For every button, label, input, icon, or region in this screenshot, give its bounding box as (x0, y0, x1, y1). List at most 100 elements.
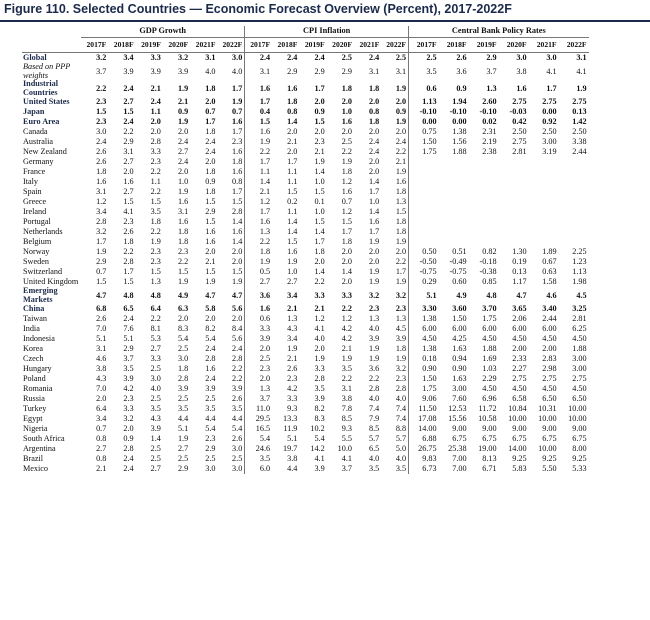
cell-cpi: 1.4 (287, 217, 298, 226)
cell-cbr: 4.1 (576, 66, 587, 76)
cell-cbr (439, 197, 469, 207)
cell-gdp: 3.2 (96, 227, 107, 236)
cell-gdp: 2.7 (150, 464, 161, 473)
cell-cpi: 4.1 (341, 454, 352, 463)
cell-cbr: 1.6 (516, 83, 527, 93)
cell-cpi: 2.0 (369, 97, 380, 106)
cell-cbr (499, 187, 529, 197)
cell-cbr: 0.13 (572, 107, 587, 116)
cell-cbr: 1.94 (452, 97, 467, 106)
cell-cbr: 0.90 (452, 364, 467, 373)
cell-gdp: 1.8 (150, 217, 161, 226)
table-row: Mexico 2.1 2.4 2.7 2.9 3.0 3.0 6.0 4.4 3.9 3.7 3.5 3… (22, 464, 589, 474)
cell-cpi: 1.0 (287, 267, 298, 276)
cell-cbr: 0.00 (452, 117, 467, 126)
cell-cbr: 1.75 (482, 314, 497, 323)
year-header-cpi: 2018F (272, 37, 300, 53)
cell-gdp: 7.0 (96, 384, 107, 393)
cell-cpi: 1.9 (287, 344, 298, 353)
table-row: Norway 1.9 2.2 2.3 2.3 2.0 2.0 1.8 1.6 1.8 2.0 2.0 2… (22, 247, 589, 257)
table-row: Belgium 1.7 1.8 1.9 1.8 1.6 1.4 2.2 1.5 1.7 1.8 1.9… (22, 237, 589, 247)
cell-gdp: 2.5 (177, 344, 189, 353)
group-header-cpi: CPI Inflation (244, 26, 410, 38)
title-rule (0, 20, 650, 22)
row-label: Global (23, 53, 47, 62)
cell-cbr: 4.50 (572, 384, 587, 393)
cell-cbr: 1.13 (572, 267, 587, 276)
cell-gdp: 4.8 (150, 290, 161, 300)
cell-cpi: 4.0 (381, 454, 410, 464)
cell-cpi: 2.9 (314, 66, 325, 76)
cell-gdp: 4.1 (123, 207, 134, 216)
cell-cpi: 2.3 (314, 137, 325, 146)
cell-gdp: 4.4 (217, 414, 246, 424)
cell-gdp: 2.5 (205, 394, 216, 403)
cell-cbr: 6.25 (572, 324, 587, 333)
cell-cbr (409, 167, 439, 177)
cell-gdp: 2.0 (150, 127, 161, 136)
cell-cbr: 6.58 (512, 394, 527, 403)
cell-cpi: 1.8 (381, 344, 410, 354)
year-header-gdp: 2020F (162, 37, 191, 53)
cell-cbr: 4.50 (542, 334, 557, 343)
cell-cbr: 4.25 (452, 334, 467, 343)
cell-cpi: 6.0 (259, 464, 271, 473)
row-label: Hungary (23, 364, 52, 373)
cell-cbr: 1.9 (576, 83, 587, 93)
cell-gdp: 1.3 (150, 277, 161, 286)
cell-cpi: 0.8 (369, 107, 380, 116)
cell-cpi: 3.5 (381, 464, 410, 474)
row-label: China (23, 304, 45, 313)
cell-gdp: 4.0 (205, 66, 216, 76)
cell-cbr: 3.70 (482, 304, 497, 313)
cell-gdp: 3.5 (123, 364, 134, 373)
cell-cbr: -0.75 (419, 267, 437, 276)
cell-cbr: 3.60 (452, 304, 467, 313)
cell-cpi: 1.2 (341, 314, 352, 323)
cell-cpi: 7.4 (381, 404, 410, 414)
cell-cpi: 1.4 (259, 177, 271, 186)
cell-gdp: 1.5 (150, 267, 161, 276)
row-label: India (23, 324, 40, 333)
table-row: Germany 2.6 2.7 2.3 2.4 2.0 1.8 1.7 1.7 1.9 1.9 2.0… (22, 157, 589, 167)
cell-cbr: 4.50 (422, 334, 437, 343)
table-row: Japan 1.5 1.5 1.1 0.9 0.7 0.7 0.4 0.8 0.9 1.0 0.8 0.… (22, 107, 589, 117)
cell-cpi: 1.0 (314, 177, 325, 186)
cell-gdp: 1.6 (217, 117, 246, 127)
cell-gdp: 3.1 (96, 187, 107, 196)
cell-cbr (529, 197, 559, 207)
cell-cbr: -0.10 (479, 107, 497, 116)
cell-gdp: 2.3 (177, 247, 189, 256)
cell-cbr: 10.00 (568, 414, 587, 423)
cell-cbr: 2.83 (542, 354, 557, 363)
cell-gdp: 1.6 (96, 177, 107, 186)
cell-cpi: 4.0 (381, 394, 410, 404)
cell-cpi: 2.4 (369, 53, 380, 62)
cell-gdp: 1.9 (177, 117, 189, 126)
figure-title: Figure 110. Selected Countries — Economi… (4, 2, 512, 16)
cell-cbr: 1.38 (452, 127, 467, 136)
cell-cpi: 16.5 (255, 424, 271, 433)
cell-cpi: 2.4 (314, 53, 325, 62)
table-row: Turkey 6.4 3.3 3.5 3.5 3.5 3.5 11.0 9.3 8.2 7.8 7.4… (22, 404, 589, 414)
cell-cbr: 10.00 (568, 404, 587, 413)
cell-gdp: 3.9 (205, 384, 216, 393)
cell-cpi: 3.6 (369, 364, 380, 373)
cell-cbr: 19.00 (478, 444, 497, 453)
cell-cbr: 4.8 (486, 290, 497, 300)
cell-cpi: 1.9 (369, 354, 380, 363)
cell-gdp: 1.5 (96, 277, 107, 286)
row-label: Industrial Countries (23, 79, 59, 97)
cell-cpi: 3.1 (341, 384, 352, 393)
cell-cbr (529, 217, 559, 227)
cell-cbr: 1.63 (452, 374, 467, 383)
cell-cpi: 2.7 (259, 277, 271, 286)
cell-gdp: 2.7 (123, 187, 134, 196)
cell-cpi: 2.8 (314, 374, 325, 383)
cell-cbr: 2.27 (512, 364, 527, 373)
cell-cpi: 14.2 (310, 444, 325, 453)
cell-cpi: 5.1 (287, 434, 298, 443)
row-label: Emerging Markets (23, 286, 58, 304)
cell-cpi: 1.6 (287, 83, 298, 93)
cell-cpi: 1.8 (369, 83, 380, 93)
